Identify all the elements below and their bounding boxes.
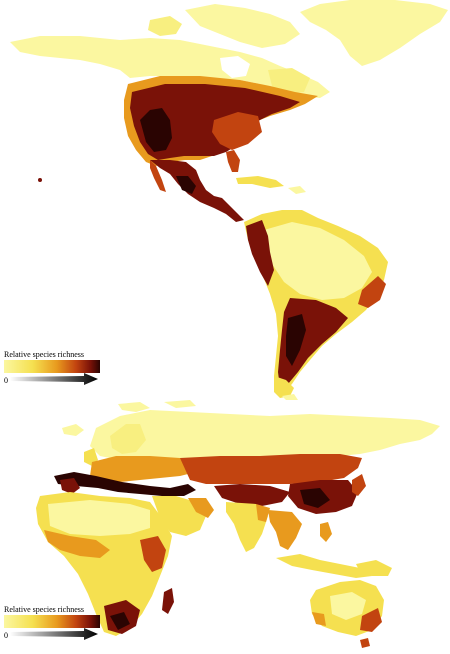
andes-north [246, 220, 274, 286]
tasmania-region [360, 638, 370, 648]
hawaii-islands [38, 178, 42, 182]
labrador-region [268, 68, 310, 94]
legend-upper-title: Relative species richness [4, 350, 84, 359]
alaska-canada-region [10, 36, 330, 98]
svalbard-region [118, 402, 150, 412]
florida-region [226, 150, 240, 172]
legend-upper-color-ramp [4, 360, 100, 373]
scandinavia-region [110, 424, 146, 454]
legend-lower-min-label: 0 [4, 631, 8, 640]
legend-lower-title: Relative species richness [4, 605, 84, 614]
iberia-region [60, 478, 80, 494]
greenland-region [300, 0, 448, 66]
arabia-edge [188, 498, 214, 518]
legend-lower: Relative species richness 0 [4, 605, 104, 640]
sahara-region [48, 500, 150, 536]
legend-lower-scale [4, 615, 100, 640]
southeast-asia-region [268, 510, 302, 550]
north-america-hotspot [140, 108, 172, 152]
legend-upper: Relative species richness 0 [4, 350, 104, 385]
caribbean-islands-2 [288, 186, 306, 194]
southern-africa-hotspot [110, 612, 130, 630]
legend-lower-color-ramp [4, 615, 100, 628]
tierra-del-fuego [282, 394, 298, 400]
mexico-hotspot [176, 176, 196, 194]
old-world-map [36, 400, 440, 648]
tibet-region [214, 484, 290, 506]
middle-east-region [152, 496, 206, 536]
indonesia-region [276, 554, 372, 578]
madagascar-region [162, 588, 174, 614]
central-asia-region [180, 454, 362, 484]
arctic-island-region [164, 400, 196, 408]
legend-lower-arrow [10, 628, 98, 640]
legend-upper-arrow [10, 373, 98, 385]
australia-southwest [312, 612, 326, 626]
australia-interior [330, 592, 366, 620]
legend-upper-min-label: 0 [4, 376, 8, 385]
mediterranean-region [54, 472, 196, 496]
northern-eurasia [90, 410, 440, 460]
arctic-islands-region [185, 4, 300, 48]
iceland-region [62, 424, 84, 436]
china-hotspot [300, 488, 330, 508]
india-edge [256, 504, 270, 522]
australia-southeast [360, 608, 382, 632]
americas-map-panel: Relative species richness 0 [4, 0, 448, 400]
caribbean-islands [236, 176, 284, 188]
patagonia-region [274, 376, 294, 398]
philippines-region [320, 522, 332, 542]
japan-region [352, 474, 366, 496]
southern-core [286, 314, 306, 366]
atlantic-forest [358, 276, 386, 308]
mexico-region [150, 160, 244, 222]
east-africa-region [140, 536, 166, 572]
new-guinea-region [356, 560, 392, 576]
arctic-islands-region-2 [148, 16, 182, 36]
americas-map [10, 0, 448, 400]
amazon-basin [264, 222, 372, 300]
west-africa-region [44, 530, 110, 558]
baja-california [150, 160, 166, 192]
hudson-bay [220, 56, 250, 78]
europe-region [90, 456, 200, 482]
east-us-region [212, 112, 262, 150]
legend-upper-scale [4, 360, 100, 385]
old-world-map-panel: Relative species richness 0 [0, 400, 450, 654]
